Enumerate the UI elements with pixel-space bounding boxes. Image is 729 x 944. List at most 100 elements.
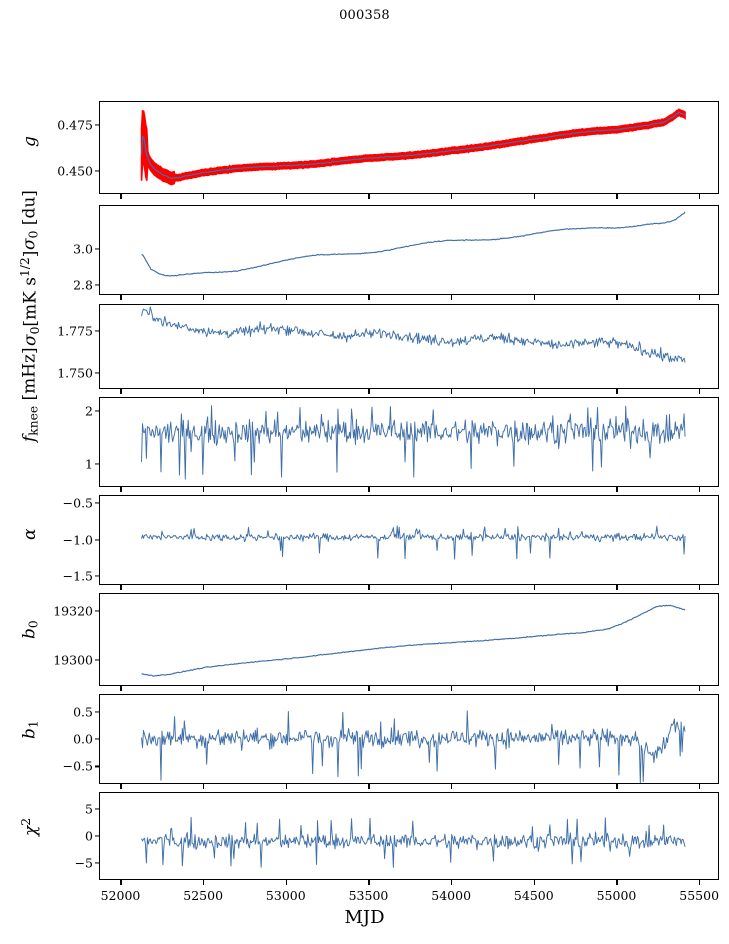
x-tick-label: 55000: [596, 888, 637, 903]
errorbar-band: [140, 107, 686, 185]
y-tick-mark: [95, 765, 100, 767]
y-tick-mark: [95, 372, 100, 374]
y-tick-label: −0.5: [62, 495, 93, 511]
x-tick-mark: [699, 784, 701, 789]
x-tick-mark: [451, 193, 453, 199]
data-series-alpha: [142, 525, 686, 558]
data-series-fknee: [142, 405, 686, 478]
x-tick-mark: [285, 295, 287, 300]
x-tick-mark: [533, 584, 535, 590]
x-tick-mark: [368, 388, 370, 394]
x-tick-mark: [699, 193, 701, 199]
y-tick-label: −1.5: [62, 568, 93, 584]
plot-panel-chi2: [99, 792, 719, 880]
x-tick-mark: [533, 880, 535, 885]
x-tick-mark: [120, 880, 122, 885]
x-tick-mark: [533, 486, 535, 492]
x-tick-mark: [120, 193, 122, 199]
y-tick-mark: [95, 463, 100, 465]
x-tick-mark: [616, 388, 618, 394]
y-tick-label: 0.0: [73, 731, 93, 747]
y-tick-label: 5: [85, 801, 93, 817]
y-tick-mark: [95, 409, 100, 412]
x-tick-mark: [120, 486, 122, 492]
x-tick-mark: [451, 584, 453, 590]
y-tick-label: 0.475: [57, 117, 93, 133]
x-tick-mark: [616, 686, 618, 691]
y-tick-label: −0.5: [62, 758, 93, 774]
y-tick-mark: [95, 575, 100, 577]
plot-panel-sigma0-du: [99, 205, 719, 295]
x-tick-mark: [368, 295, 370, 300]
x-tick-mark: [699, 388, 701, 394]
x-tick-mark: [203, 784, 205, 789]
y-tick-label: −5: [74, 855, 93, 871]
y-tick-mark: [95, 248, 100, 250]
y-tick-mark: [95, 284, 100, 286]
x-tick-mark: [699, 880, 701, 885]
x-tick-mark: [203, 880, 205, 885]
data-series-sigma0-du: [142, 212, 686, 276]
data-series-chi2: [142, 817, 686, 867]
x-tick-mark: [368, 686, 370, 691]
y-tick-mark: [95, 610, 100, 612]
x-tick-mark: [533, 686, 535, 691]
y-tick-mark: [95, 330, 100, 332]
x-tick-mark: [368, 486, 370, 492]
y-tick-mark: [95, 738, 100, 740]
plot-panel-sigma0-mks: [99, 303, 719, 389]
y-tick-mark: [95, 538, 100, 541]
x-tick-mark: [451, 686, 453, 691]
x-tick-mark: [203, 295, 205, 300]
x-tick-label: 53000: [265, 888, 306, 903]
y-tick-mark: [95, 835, 100, 837]
plot-panel-gain: [99, 100, 719, 194]
x-tick-mark: [368, 193, 370, 199]
x-tick-label: 52000: [100, 888, 141, 903]
x-tick-label: 55500: [679, 888, 720, 903]
y-tick-label: 3.0: [73, 241, 93, 257]
x-tick-mark: [699, 486, 701, 492]
x-tick-mark: [533, 295, 535, 300]
y-tick-mark: [95, 502, 100, 504]
x-tick-mark: [533, 784, 535, 789]
data-series-b1: [142, 711, 686, 783]
x-tick-mark: [451, 486, 453, 492]
y-tick-mark: [95, 124, 100, 126]
x-tick-label: 54000: [431, 888, 472, 903]
x-tick-mark: [451, 295, 453, 300]
x-tick-mark: [120, 784, 122, 789]
x-tick-label: 52500: [183, 888, 224, 903]
x-tick-mark: [616, 295, 618, 300]
x-tick-mark: [451, 784, 453, 789]
data-series-gain: [142, 112, 686, 178]
x-tick-mark: [285, 880, 287, 885]
x-tick-mark: [699, 295, 701, 300]
x-tick-mark: [699, 686, 701, 691]
x-tick-mark: [203, 388, 205, 394]
x-tick-mark: [203, 486, 205, 492]
y-tick-label: 2.8: [73, 277, 93, 293]
x-tick-mark: [285, 784, 287, 789]
y-tick-label: 1.775: [57, 323, 93, 339]
y-tick-label: 1.750: [57, 365, 93, 381]
x-tick-mark: [285, 486, 287, 492]
y-tick-label: 19320: [53, 603, 93, 619]
x-tick-label: 53500: [348, 888, 389, 903]
x-tick-mark: [285, 584, 287, 590]
y-tick-label: 0: [85, 828, 93, 844]
x-tick-mark: [616, 880, 618, 885]
x-tick-mark: [699, 584, 701, 590]
x-tick-mark: [616, 584, 618, 590]
data-series-b0: [142, 605, 686, 676]
x-tick-mark: [120, 388, 122, 394]
x-tick-mark: [285, 686, 287, 691]
y-tick-label: −1.0: [62, 532, 93, 547]
x-tick-mark: [616, 193, 618, 199]
x-tick-mark: [203, 686, 205, 691]
x-tick-mark: [451, 388, 453, 394]
x-tick-label: 54500: [513, 888, 554, 903]
y-tick-label: 0.450: [57, 163, 93, 179]
x-tick-mark: [616, 784, 618, 789]
